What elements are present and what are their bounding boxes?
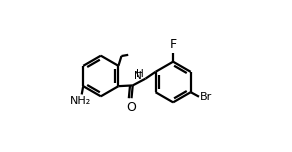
- Text: N: N: [134, 71, 142, 81]
- Text: O: O: [126, 101, 136, 114]
- Text: Br: Br: [200, 92, 213, 102]
- Text: NH₂: NH₂: [70, 96, 92, 106]
- Text: F: F: [170, 38, 177, 51]
- Text: H: H: [136, 69, 144, 79]
